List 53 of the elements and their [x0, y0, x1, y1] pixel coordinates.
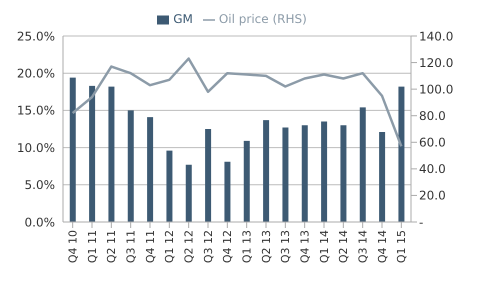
x-tick-label: Q4 12	[221, 230, 234, 264]
legend-label: GM	[173, 12, 193, 26]
y2-tick-label: 60.0	[419, 136, 446, 150]
y-tick-label: 0.0%	[24, 215, 55, 230]
y-tick-label: 10.0%	[16, 140, 55, 155]
x-tick-label: Q1 13	[240, 230, 254, 264]
x-tick-label: Q1 14	[318, 230, 331, 264]
bar	[166, 150, 172, 222]
bar	[186, 164, 192, 222]
x-tick-label: Q4 11	[144, 230, 157, 264]
x-tick-label: Q4 10	[66, 230, 80, 264]
bar	[360, 107, 366, 222]
bar	[244, 140, 250, 222]
y-tick-label: 20.0%	[16, 66, 55, 80]
bar	[321, 122, 328, 222]
bar	[89, 86, 96, 222]
line-series	[71, 57, 403, 148]
bar	[263, 120, 270, 222]
y2-tick-label: 40.0	[419, 162, 446, 176]
y2-tick-label: 20.0	[419, 188, 446, 203]
bar	[147, 117, 154, 222]
bar	[128, 110, 134, 222]
bar	[302, 125, 308, 222]
x-tick-label: Q2 13	[260, 230, 273, 264]
y2-tick-label: 100.0	[419, 82, 454, 96]
bar	[282, 128, 288, 222]
y2-tick-label: 120.0	[419, 56, 454, 70]
x-tick-label: Q1 11	[86, 230, 99, 264]
x-tick-label: Q4 14	[376, 230, 389, 264]
x-tick-label: Q1 12	[163, 230, 176, 264]
y-tick-label: 15.0%	[16, 104, 55, 118]
y2-tick-label: 80.0	[419, 108, 446, 123]
bar	[205, 129, 212, 222]
legend-label: Oil price (RHS)	[218, 12, 307, 26]
x-tick-label: Q2 14	[337, 230, 350, 264]
x-tick-label: Q3 12	[202, 230, 215, 264]
bar	[398, 86, 404, 222]
y2-tick-label: 140.0	[419, 29, 454, 44]
x-tick-label: Q4 13	[298, 230, 312, 264]
x-tick-label: Q3 14	[356, 230, 370, 264]
x-tick-label: Q3 13	[279, 230, 292, 264]
bar	[224, 162, 230, 222]
x-tick-label: Q1 15	[395, 230, 408, 264]
bar	[70, 78, 76, 222]
x-tick-label: Q2 11	[105, 230, 118, 264]
bar	[108, 86, 114, 222]
y2-tick-label: -	[419, 215, 424, 230]
bar	[340, 125, 346, 222]
x-tick-label: Q2 12	[182, 230, 196, 264]
x-tick-label: Q3 11	[124, 230, 138, 264]
y-tick-label: 5.0%	[24, 178, 55, 192]
y-tick-label: 25.0%	[16, 29, 55, 44]
bar	[379, 132, 386, 222]
